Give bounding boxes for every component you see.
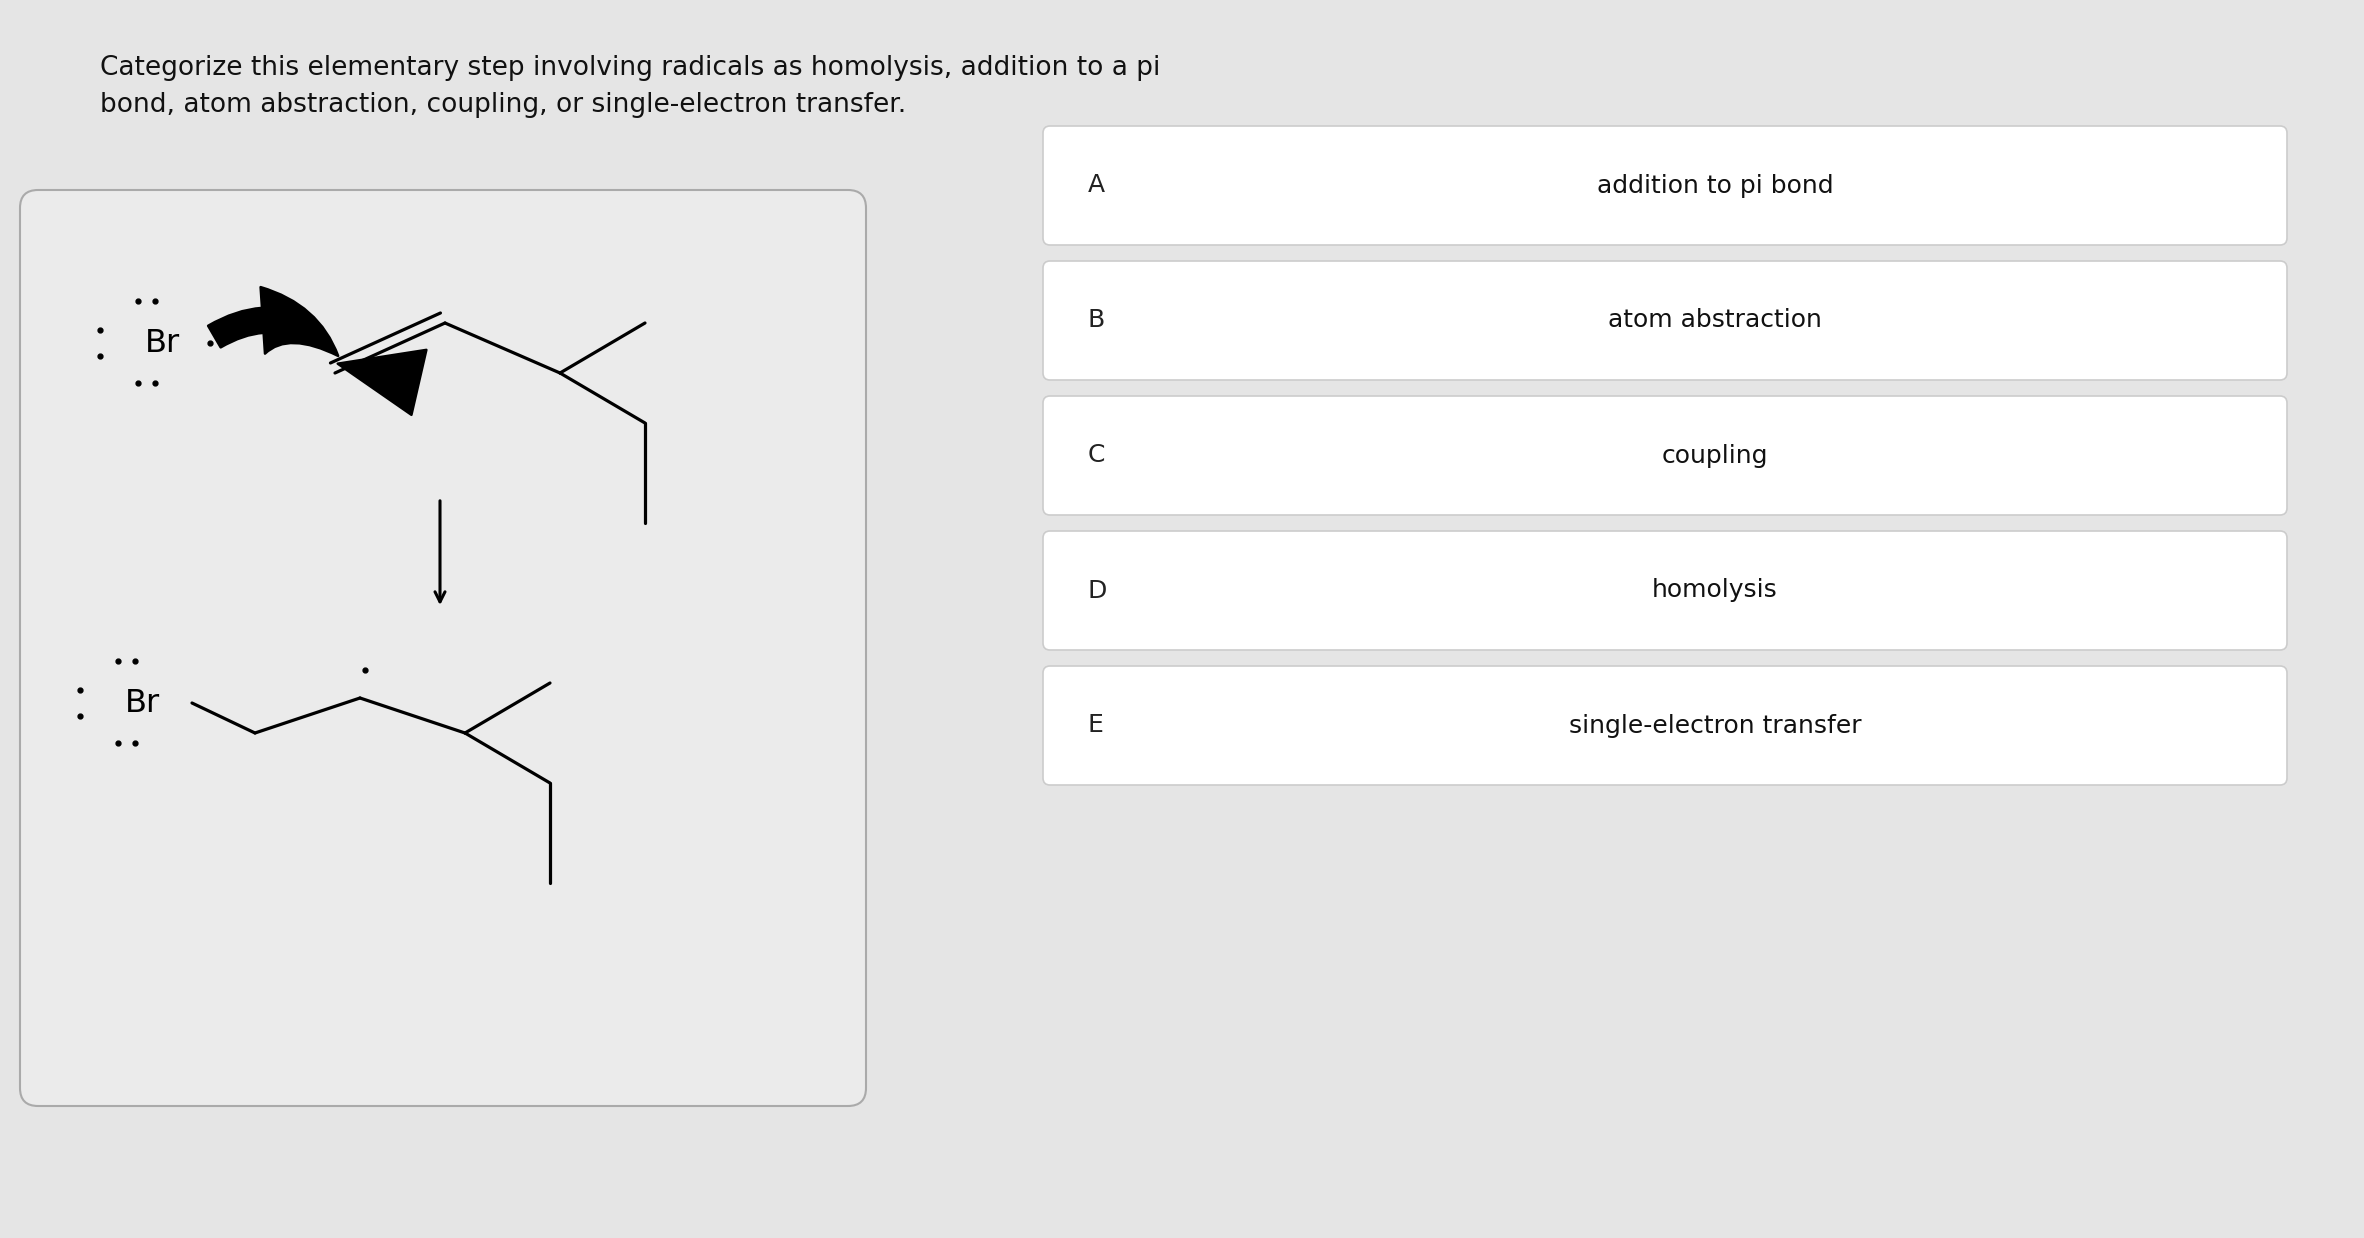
FancyBboxPatch shape [1043, 396, 2286, 515]
Text: D: D [1087, 578, 1106, 603]
FancyArrowPatch shape [338, 350, 426, 415]
Text: single-electron transfer: single-electron transfer [1570, 713, 1860, 738]
FancyBboxPatch shape [19, 189, 865, 1106]
FancyArrowPatch shape [208, 287, 338, 355]
Text: atom abstraction: atom abstraction [1608, 308, 1823, 333]
Text: Br: Br [125, 687, 161, 718]
Text: Br: Br [144, 328, 180, 359]
FancyBboxPatch shape [1043, 126, 2286, 245]
FancyBboxPatch shape [1043, 531, 2286, 650]
Text: coupling: coupling [1662, 443, 1768, 468]
Text: C: C [1087, 443, 1106, 468]
Text: Categorize this elementary step involving radicals as homolysis, addition to a p: Categorize this elementary step involvin… [99, 54, 1161, 118]
Text: addition to pi bond: addition to pi bond [1596, 173, 1834, 198]
FancyBboxPatch shape [1043, 261, 2286, 380]
Text: homolysis: homolysis [1652, 578, 1778, 603]
Text: B: B [1087, 308, 1106, 333]
Text: A: A [1087, 173, 1104, 198]
Text: E: E [1087, 713, 1104, 738]
FancyBboxPatch shape [1043, 666, 2286, 785]
